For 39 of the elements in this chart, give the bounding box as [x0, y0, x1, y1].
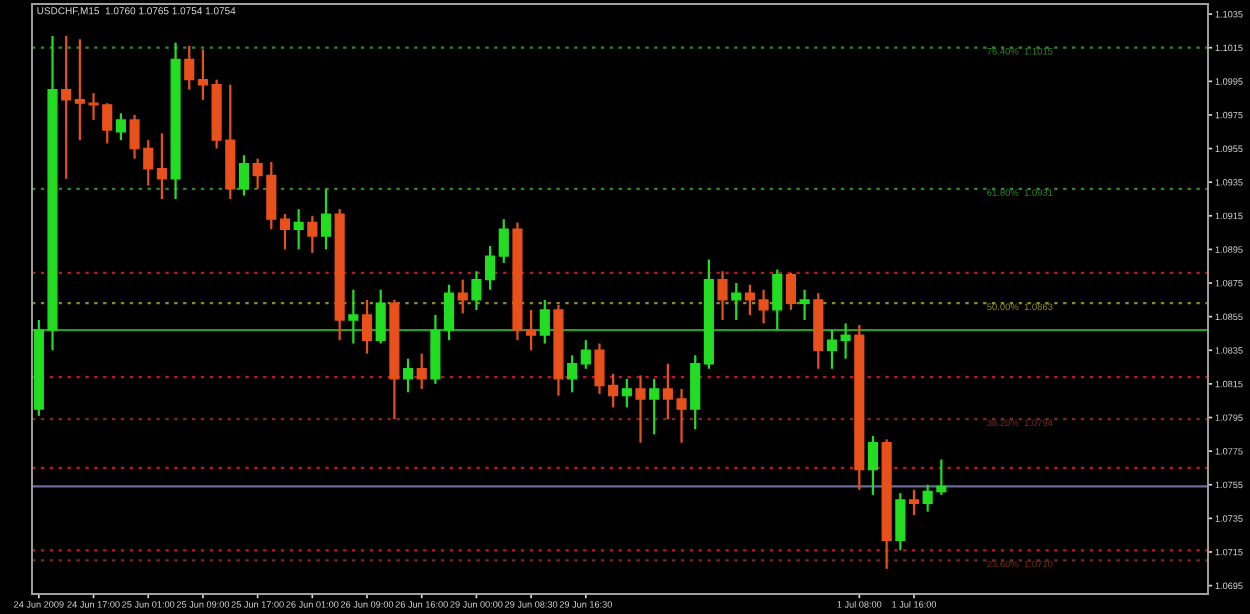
candlestick: [840, 322, 851, 360]
candlestick: [895, 492, 906, 552]
candlestick: [416, 352, 427, 391]
candlestick: [238, 154, 250, 197]
candlestick: [471, 270, 482, 312]
candlestick: [156, 132, 167, 201]
candlestick: [690, 354, 701, 431]
candlestick: [772, 268, 783, 332]
candlestick: [348, 288, 359, 345]
candlestick: [635, 374, 646, 444]
candlestick: [580, 339, 591, 370]
candlestick: [567, 354, 578, 394]
candlestick: [758, 288, 769, 325]
candlestick: [320, 187, 332, 251]
candlestick: [539, 298, 550, 345]
candlestick: [498, 218, 509, 264]
candlestick: [867, 434, 879, 496]
candlestick: [375, 288, 386, 345]
candlestick: [649, 377, 660, 436]
candlestick: [621, 377, 632, 409]
candlestick: [197, 48, 209, 101]
candlestick: [485, 244, 496, 291]
candlestick: [744, 283, 755, 317]
candlestick: [457, 278, 468, 315]
candlestick: [826, 328, 838, 370]
candlestick: [61, 34, 72, 180]
candlestick: [799, 288, 810, 322]
candlestick: [361, 298, 373, 355]
candlestick: [115, 112, 126, 142]
candlestick: [785, 271, 797, 312]
candlestick: [184, 44, 195, 91]
candlestick: [717, 270, 728, 322]
candlestick: [443, 283, 455, 342]
candlestick: [908, 488, 920, 517]
candlestick: [279, 213, 291, 251]
candlestick: [293, 207, 304, 251]
candlestick: [307, 214, 318, 254]
candlestick: [402, 357, 414, 394]
candlestick: [731, 281, 742, 322]
